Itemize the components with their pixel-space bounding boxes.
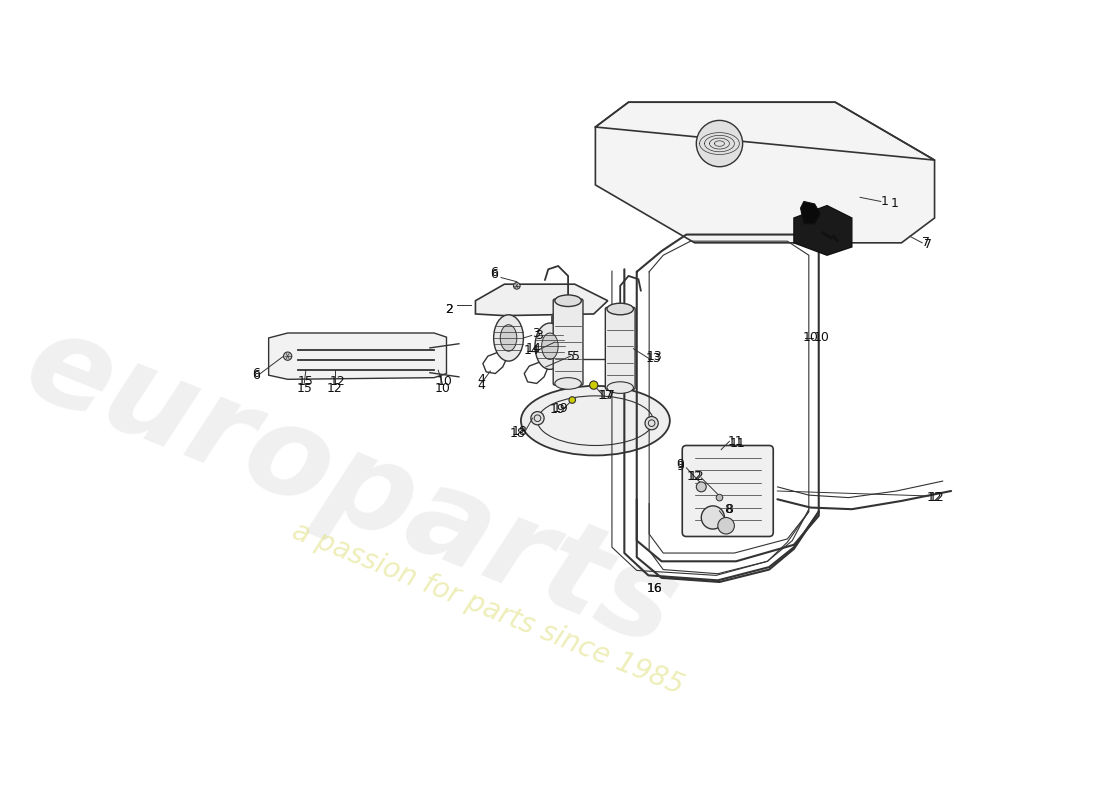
- Text: 4: 4: [477, 378, 485, 392]
- Text: 3: 3: [536, 329, 543, 342]
- Polygon shape: [268, 333, 447, 379]
- Circle shape: [718, 518, 735, 534]
- Text: 10: 10: [803, 331, 818, 345]
- Polygon shape: [475, 284, 608, 316]
- Text: europarts: europarts: [9, 302, 694, 672]
- Text: 5: 5: [566, 350, 574, 362]
- Text: 9: 9: [675, 460, 684, 473]
- Text: 1: 1: [881, 195, 889, 208]
- Text: 14: 14: [526, 342, 541, 355]
- Circle shape: [696, 120, 742, 166]
- Circle shape: [514, 282, 520, 289]
- Ellipse shape: [554, 295, 581, 306]
- Ellipse shape: [541, 333, 558, 359]
- Text: 6: 6: [252, 367, 261, 380]
- Text: 12: 12: [926, 491, 943, 504]
- Text: 10: 10: [437, 375, 453, 388]
- Polygon shape: [595, 102, 935, 243]
- Text: 14: 14: [524, 344, 540, 357]
- Text: 4: 4: [477, 373, 485, 386]
- Polygon shape: [801, 202, 821, 224]
- Text: 16: 16: [647, 582, 663, 595]
- Circle shape: [284, 352, 292, 360]
- Text: 12: 12: [686, 470, 703, 482]
- Ellipse shape: [607, 382, 634, 394]
- Circle shape: [716, 494, 723, 501]
- Text: 9: 9: [675, 458, 684, 471]
- Ellipse shape: [535, 323, 564, 370]
- FancyBboxPatch shape: [605, 307, 635, 390]
- Text: 12: 12: [930, 491, 945, 504]
- Circle shape: [590, 381, 598, 390]
- Text: 8: 8: [725, 502, 734, 516]
- Text: 12: 12: [689, 470, 704, 482]
- Text: 12: 12: [329, 375, 345, 388]
- Circle shape: [645, 417, 658, 430]
- Text: 1: 1: [891, 197, 899, 210]
- Text: 17: 17: [600, 390, 616, 402]
- Text: 17: 17: [597, 389, 614, 402]
- Text: 2: 2: [446, 302, 453, 315]
- Text: 18: 18: [509, 426, 526, 439]
- Text: 6: 6: [491, 268, 498, 281]
- Text: 18: 18: [512, 425, 527, 438]
- Text: 3: 3: [532, 327, 540, 340]
- Polygon shape: [794, 206, 851, 255]
- Text: 10: 10: [813, 331, 829, 345]
- FancyBboxPatch shape: [682, 446, 773, 537]
- Text: 15: 15: [296, 382, 312, 395]
- Text: 16: 16: [647, 582, 663, 595]
- Text: 13: 13: [646, 352, 661, 365]
- Text: 11: 11: [729, 437, 746, 450]
- Text: 12: 12: [327, 382, 343, 395]
- Text: 13: 13: [647, 350, 663, 363]
- Circle shape: [702, 506, 725, 529]
- Text: 15: 15: [298, 375, 314, 388]
- Text: 19: 19: [550, 403, 565, 417]
- Ellipse shape: [500, 325, 517, 351]
- Text: 2: 2: [446, 302, 453, 315]
- Text: 10: 10: [434, 382, 450, 395]
- Ellipse shape: [607, 303, 634, 314]
- Circle shape: [696, 482, 706, 492]
- Text: 11: 11: [728, 435, 744, 448]
- Text: 8: 8: [724, 502, 732, 516]
- Ellipse shape: [494, 314, 524, 361]
- Text: a passion for parts since 1985: a passion for parts since 1985: [288, 517, 688, 700]
- FancyBboxPatch shape: [553, 299, 583, 385]
- Ellipse shape: [554, 378, 581, 390]
- Text: 19: 19: [553, 402, 569, 414]
- Circle shape: [569, 397, 575, 403]
- Ellipse shape: [521, 386, 670, 455]
- Text: 7: 7: [924, 238, 932, 251]
- Text: 6: 6: [252, 369, 261, 382]
- Text: 7: 7: [922, 236, 931, 250]
- Text: 6: 6: [491, 266, 498, 279]
- Circle shape: [531, 411, 544, 425]
- Text: 5: 5: [572, 350, 580, 362]
